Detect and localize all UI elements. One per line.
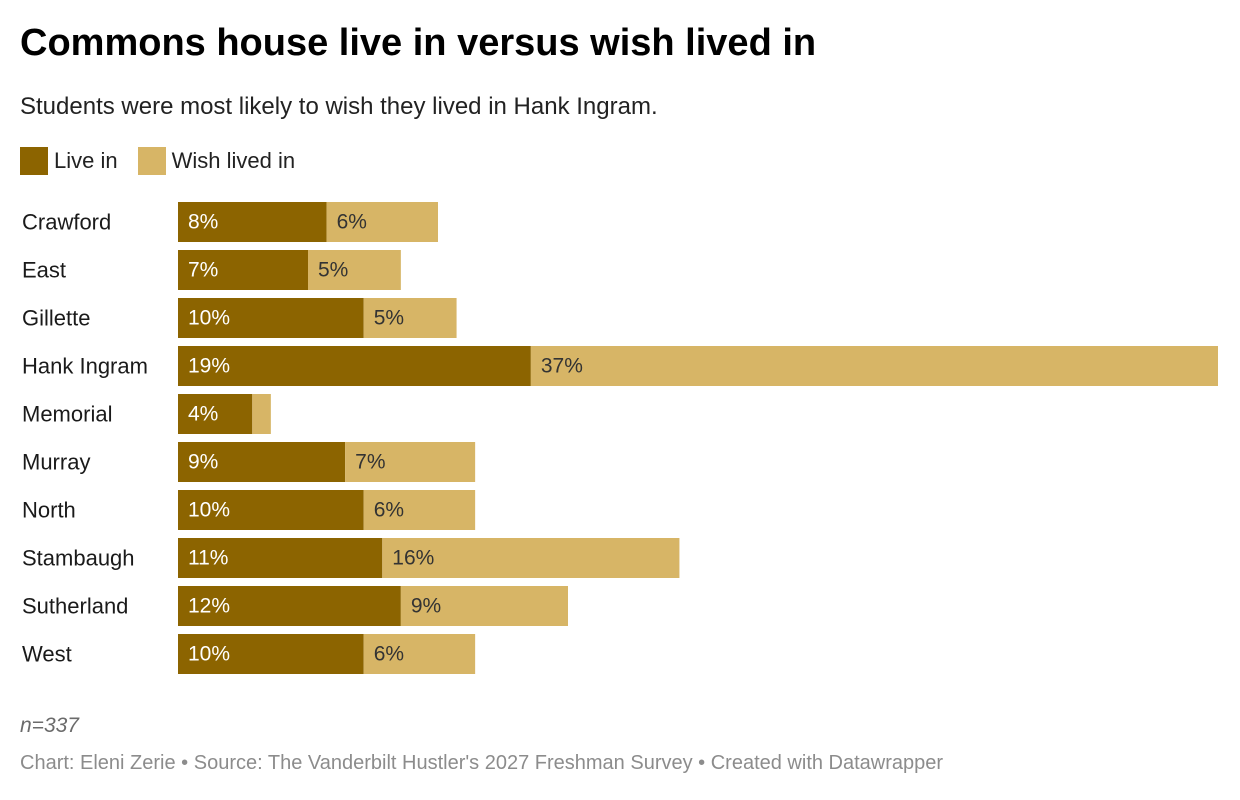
- value-label-wish-lived-in-stambaugh: 16%: [392, 547, 434, 570]
- category-label-sutherland: Sutherland: [22, 594, 128, 619]
- value-label-live-in-murray: 9%: [188, 451, 218, 474]
- chart-title: Commons house live in versus wish lived …: [20, 22, 817, 64]
- category-label-west: West: [22, 642, 72, 667]
- bar-wish-lived-in-murray: [345, 442, 476, 482]
- value-label-wish-lived-in-east: 5%: [318, 259, 348, 282]
- legend-item-live-in: Live in: [20, 147, 118, 175]
- category-label-crawford: Crawford: [22, 210, 111, 235]
- category-label-memorial: Memorial: [22, 402, 112, 427]
- chart-credits: Chart: Eleni Zerie • Source: The Vanderb…: [20, 752, 944, 774]
- category-label-gillette: Gillette: [22, 306, 90, 331]
- value-label-live-in-sutherland: 12%: [188, 595, 230, 618]
- bar-wish-lived-in-west: [363, 634, 476, 674]
- legend-label-wish-lived-in: Wish lived in: [171, 148, 296, 173]
- value-label-wish-lived-in-crawford: 6%: [337, 211, 367, 234]
- chart-legend: Live in Wish lived in: [20, 146, 315, 176]
- value-label-wish-lived-in-gillette: 5%: [374, 307, 404, 330]
- category-label-murray: Murray: [22, 450, 90, 475]
- bar-wish-lived-in-hank-ingram: [530, 346, 1218, 386]
- value-label-wish-lived-in-west: 6%: [374, 643, 404, 666]
- category-label-stambaugh: Stambaugh: [22, 546, 135, 571]
- bar-live-in-east: [178, 250, 308, 290]
- value-label-live-in-stambaugh: 11%: [188, 547, 228, 570]
- bar-wish-lived-in-east: [308, 250, 401, 290]
- value-label-live-in-north: 10%: [188, 499, 230, 522]
- bar-live-in-crawford: [178, 202, 327, 242]
- bar-live-in-stambaugh: [178, 538, 383, 578]
- value-label-wish-lived-in-hank-ingram: 37%: [541, 355, 583, 378]
- legend-label-live-in: Live in: [54, 148, 118, 173]
- bar-chart: Crawford 8% 6% East 7% 5% Gillette 10% 5% Hank In…: [22, 202, 1218, 674]
- bar-live-in-sutherland: [178, 586, 401, 626]
- bar-live-in-hank-ingram: [178, 346, 531, 386]
- bar-wish-lived-in-sutherland: [400, 586, 568, 626]
- chart-subtitle: Students were most likely to wish they l…: [20, 93, 658, 120]
- bar-wish-lived-in-memorial: [252, 394, 271, 434]
- category-label-east: East: [22, 258, 66, 283]
- category-label-north: North: [22, 498, 76, 523]
- bar-wish-lived-in-north: [363, 490, 476, 530]
- legend-swatch-wish-lived-in: [137, 147, 166, 175]
- category-label-hank-ingram: Hank Ingram: [22, 354, 148, 379]
- bar-wish-lived-in-gillette: [363, 298, 457, 338]
- bar-wish-lived-in-stambaugh: [382, 538, 680, 578]
- bar-live-in-murray: [178, 442, 346, 482]
- bar-live-in-west: [178, 634, 364, 674]
- value-label-live-in-gillette: 10%: [188, 307, 230, 330]
- value-label-wish-lived-in-murray: 7%: [355, 451, 385, 474]
- sample-size-note: n=337: [20, 714, 79, 737]
- value-label-live-in-hank-ingram: 19%: [188, 355, 230, 378]
- value-label-live-in-west: 10%: [188, 643, 230, 666]
- legend-item-wish-lived-in: Wish lived in: [137, 147, 296, 175]
- value-label-wish-lived-in-north: 6%: [374, 499, 404, 522]
- bar-wish-lived-in-crawford: [326, 202, 438, 242]
- bar-live-in-north: [178, 490, 364, 530]
- legend-swatch-live-in: [20, 147, 48, 175]
- value-label-wish-lived-in-sutherland: 9%: [411, 595, 441, 618]
- value-label-live-in-east: 7%: [188, 259, 218, 282]
- bar-live-in-gillette: [178, 298, 364, 338]
- value-label-live-in-crawford: 8%: [188, 211, 218, 234]
- value-label-live-in-memorial: 4%: [188, 403, 218, 426]
- bar-live-in-memorial: [178, 394, 253, 434]
